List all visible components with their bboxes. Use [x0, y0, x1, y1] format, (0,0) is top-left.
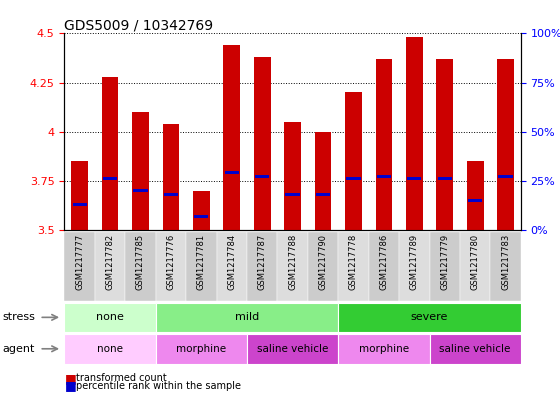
Bar — [64, 334, 156, 364]
Text: GSM1217776: GSM1217776 — [166, 234, 175, 290]
Bar — [284, 122, 301, 230]
Text: GSM1217788: GSM1217788 — [288, 234, 297, 290]
Bar — [308, 232, 338, 301]
Text: saline vehicle: saline vehicle — [440, 344, 511, 354]
Text: GSM1217784: GSM1217784 — [227, 234, 236, 290]
Bar — [467, 161, 483, 230]
Bar — [338, 303, 521, 332]
Text: none: none — [97, 344, 123, 354]
Text: GDS5009 / 10342769: GDS5009 / 10342769 — [64, 18, 213, 32]
Bar — [315, 132, 332, 230]
Bar — [64, 232, 95, 301]
Bar — [277, 232, 308, 301]
Text: stress: stress — [3, 312, 36, 322]
Bar — [376, 59, 392, 230]
Text: none: none — [96, 312, 124, 322]
Text: mild: mild — [235, 312, 259, 322]
Bar — [286, 193, 300, 196]
Bar — [497, 59, 514, 230]
Bar — [430, 232, 460, 301]
Text: ■: ■ — [64, 371, 76, 385]
Bar — [436, 59, 453, 230]
Text: GSM1217780: GSM1217780 — [470, 234, 480, 290]
Bar — [247, 232, 277, 301]
Text: GSM1217790: GSM1217790 — [319, 234, 328, 290]
Bar — [164, 193, 178, 196]
Bar — [225, 171, 239, 174]
Text: agent: agent — [3, 344, 35, 354]
Bar — [437, 177, 452, 180]
Bar — [247, 334, 338, 364]
Text: GSM1217789: GSM1217789 — [410, 234, 419, 290]
Text: GSM1217777: GSM1217777 — [75, 234, 84, 290]
Text: GSM1217786: GSM1217786 — [379, 234, 389, 290]
Text: GSM1217787: GSM1217787 — [258, 234, 267, 290]
Bar — [71, 161, 88, 230]
Text: percentile rank within the sample: percentile rank within the sample — [76, 381, 241, 391]
Bar — [430, 334, 521, 364]
Bar — [254, 57, 270, 230]
Bar — [72, 203, 87, 206]
Text: morphine: morphine — [359, 344, 409, 354]
Bar — [133, 189, 148, 192]
Bar — [102, 77, 118, 230]
Bar — [103, 177, 117, 180]
Bar — [377, 175, 391, 178]
Text: GSM1217785: GSM1217785 — [136, 234, 145, 290]
Bar — [186, 232, 217, 301]
Text: saline vehicle: saline vehicle — [257, 344, 328, 354]
Bar — [368, 232, 399, 301]
Bar — [346, 177, 361, 180]
Bar — [95, 232, 125, 301]
Bar — [491, 232, 521, 301]
Text: GSM1217778: GSM1217778 — [349, 234, 358, 290]
Bar — [156, 232, 186, 301]
Bar — [132, 112, 149, 230]
Bar — [223, 45, 240, 230]
Bar — [338, 334, 430, 364]
Bar — [156, 334, 247, 364]
Bar — [125, 232, 156, 301]
Bar — [64, 303, 156, 332]
Text: GSM1217782: GSM1217782 — [105, 234, 115, 290]
Bar — [162, 124, 179, 230]
Text: GSM1217783: GSM1217783 — [501, 234, 510, 290]
Bar — [316, 193, 330, 196]
Bar — [193, 191, 209, 230]
Text: morphine: morphine — [176, 344, 226, 354]
Bar — [399, 232, 430, 301]
Bar — [407, 177, 422, 180]
Bar — [194, 215, 208, 218]
Bar — [255, 175, 269, 178]
Bar — [406, 37, 423, 230]
Bar — [156, 303, 338, 332]
Bar — [345, 92, 362, 230]
Bar — [468, 199, 482, 202]
Text: GSM1217779: GSM1217779 — [440, 234, 449, 290]
Bar — [338, 232, 368, 301]
Bar — [498, 175, 513, 178]
Bar — [460, 232, 491, 301]
Text: transformed count: transformed count — [76, 373, 166, 383]
Text: ■: ■ — [64, 379, 76, 393]
Bar — [217, 232, 247, 301]
Text: GSM1217781: GSM1217781 — [197, 234, 206, 290]
Text: severe: severe — [411, 312, 448, 322]
